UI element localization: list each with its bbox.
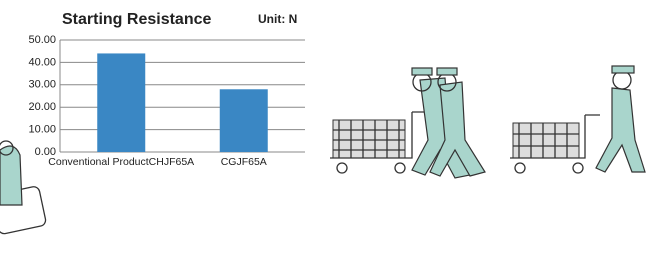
y-tick-label: 20.00: [28, 101, 56, 113]
bar: [220, 89, 268, 152]
unit-label: Unit: N: [258, 12, 297, 26]
bar: [97, 53, 145, 152]
y-tick-label: 10.00: [28, 124, 56, 136]
x-tick-label: CGJF65A: [221, 156, 267, 168]
y-tick-label: 50.00: [28, 34, 56, 46]
y-tick-label: 40.00: [28, 56, 56, 68]
page: Starting Resistance Unit: N 0.0010.0020.…: [0, 0, 646, 253]
y-tick-label: 30.00: [28, 79, 56, 91]
x-tick-label: Conventional ProductCHJF65A: [48, 156, 194, 168]
illustration-middle: [330, 68, 485, 178]
illustration-right: [510, 66, 645, 173]
plot: 0.0010.0020.0030.0040.0050.00Conventiona…: [28, 34, 305, 168]
chart-title: Starting Resistance: [62, 11, 211, 28]
